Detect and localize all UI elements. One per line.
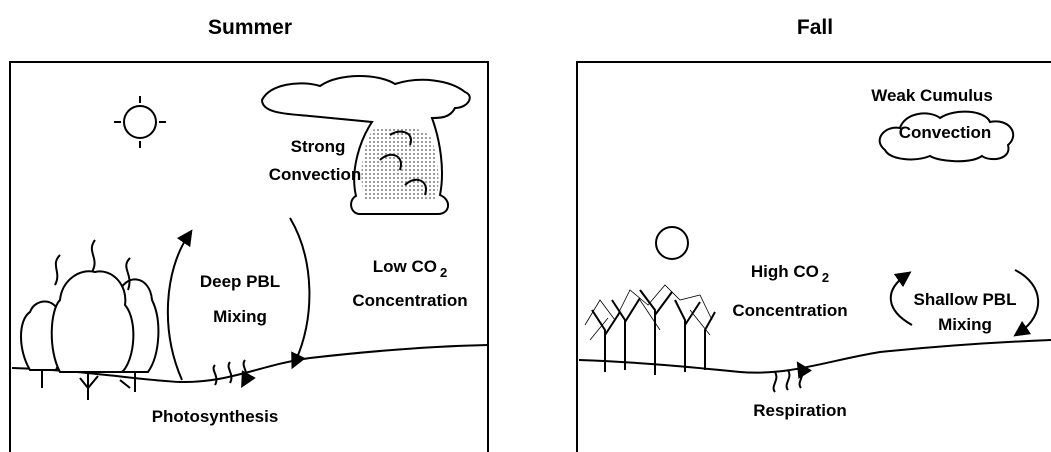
co2-subscript: 2 — [440, 265, 447, 280]
cloud-label: Convection — [269, 165, 362, 184]
co2-label: Concentration — [732, 301, 847, 320]
mixing-arrow-down — [1013, 269, 1040, 337]
co2-text: Low CO — [373, 257, 437, 276]
fall-panel: Fall Weak Cumulus Convection High CO 2 Co… — [576, 16, 1051, 452]
cumulus — [878, 110, 1015, 163]
mixing-label: Mixing — [938, 315, 992, 334]
frame — [9, 61, 489, 452]
mixing-label: Deep PBL — [200, 272, 280, 291]
bare-trees — [584, 284, 716, 375]
mixing-label: Mixing — [213, 307, 267, 326]
summer-panel: Summer Strong Convection Deep PBL Mixing… — [9, 16, 489, 452]
co2-label: High CO 2 — [751, 262, 829, 285]
cloud-label: Convection — [899, 123, 992, 142]
co2-label: Low CO 2 — [373, 257, 447, 280]
frame — [576, 61, 1051, 452]
ground — [578, 339, 1051, 374]
mixing-arrow-up — [889, 271, 913, 326]
panel-title: Fall — [797, 16, 833, 39]
cloud-label: Weak Cumulus — [871, 86, 993, 105]
surface-label: Photosynthesis — [152, 407, 279, 426]
trees — [20, 239, 160, 400]
mixing-arrow-up — [166, 229, 193, 381]
sun — [655, 226, 689, 260]
co2-text: High CO — [751, 262, 819, 281]
panel-title: Summer — [208, 16, 292, 39]
co2-subscript: 2 — [822, 270, 829, 285]
cumulonimbus — [260, 75, 471, 215]
uptake-arrows — [212, 359, 247, 385]
mixing-arrow-down — [289, 217, 311, 370]
sun — [114, 96, 166, 148]
cloud-label: Strong — [291, 137, 346, 156]
surface-label: Respiration — [753, 401, 847, 420]
mixing-label: Shallow PBL — [914, 290, 1017, 309]
co2-label: Concentration — [352, 291, 467, 310]
release-arrows — [772, 368, 803, 393]
